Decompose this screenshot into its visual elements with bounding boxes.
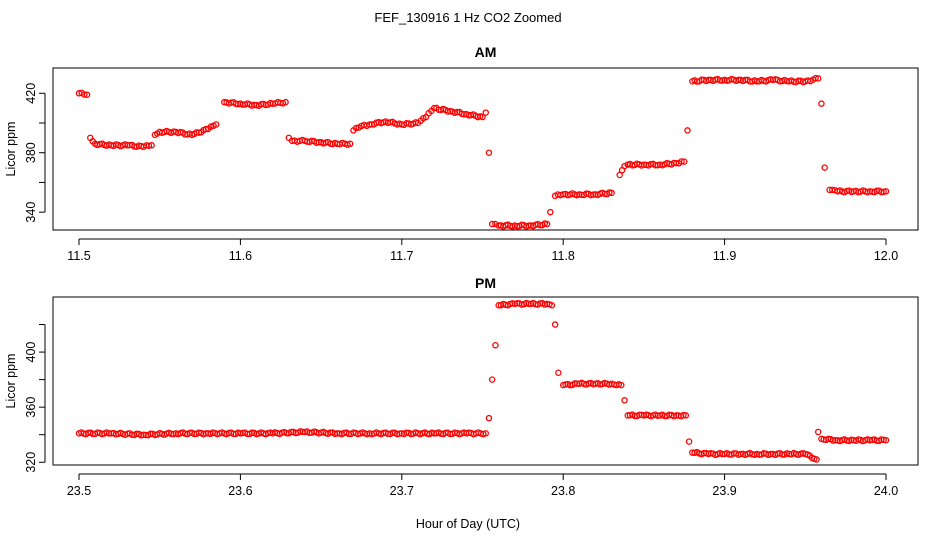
- x-tick-label: 11.6: [229, 249, 252, 263]
- data-point: [814, 428, 822, 436]
- data-point: [618, 381, 625, 389]
- data-point: [685, 438, 693, 445]
- chart-panel-am: AM Licor ppm 11.5 11.6 11.7 11.8 11.9 12.0 340 38…: [4, 44, 919, 263]
- y-tick-label: 400: [24, 342, 38, 363]
- y-tick-label: 380: [24, 142, 38, 163]
- x-tick-label: 23.7: [390, 484, 414, 498]
- data-point: [83, 91, 91, 99]
- x-tick-label: 11.9: [713, 249, 736, 263]
- y-tick-label: 360: [24, 397, 38, 418]
- data-point: [482, 109, 489, 116]
- data-point: [492, 220, 499, 228]
- x-tick-label: 11.5: [67, 249, 90, 263]
- panel-title: PM: [475, 275, 496, 291]
- chart-panel-pm: PM Licor ppm 23.5 23.6 23.7 23.8 23.9 24.0 320 36…: [4, 275, 919, 498]
- y-axis-label: Licor ppm: [4, 354, 18, 409]
- data-point: [621, 162, 628, 170]
- data-point: [551, 321, 559, 328]
- x-tick-label: 12.0: [874, 249, 898, 263]
- data-point: [555, 369, 562, 376]
- data-point: [148, 142, 155, 149]
- data-point: [479, 113, 486, 121]
- data-point: [543, 220, 551, 228]
- data-point: [282, 98, 289, 106]
- data-point: [485, 414, 493, 422]
- y-tick-label: 340: [24, 202, 38, 223]
- data-point: [488, 220, 496, 228]
- data-point: [285, 134, 293, 142]
- data-point: [202, 125, 210, 133]
- x-tick-label: 11.7: [390, 249, 413, 263]
- data-point: [621, 397, 628, 404]
- plot-frame: [52, 296, 919, 466]
- data-point: [548, 302, 556, 309]
- data-point: [81, 91, 88, 98]
- data-point: [547, 208, 554, 216]
- y-tick-label: 320: [24, 452, 38, 473]
- data-point: [678, 158, 685, 165]
- data-point: [488, 376, 496, 383]
- x-tick-label: 11.8: [551, 249, 574, 263]
- series-points: [75, 74, 890, 230]
- y-axis-label: Licor ppm: [4, 122, 18, 177]
- series-points: [75, 299, 890, 463]
- y-tick-label: 420: [24, 83, 38, 104]
- panel-title: AM: [475, 44, 497, 60]
- data-point: [812, 74, 819, 82]
- data-point: [492, 341, 499, 349]
- data-point: [882, 436, 890, 444]
- x-tick-label: 23.6: [228, 484, 252, 498]
- data-point: [882, 188, 890, 195]
- data-point: [485, 149, 493, 156]
- x-axis-label: Hour of Day (UTC): [416, 517, 520, 531]
- data-point: [680, 411, 687, 419]
- plot-frame: [52, 67, 919, 231]
- x-tick-label: 23.8: [551, 484, 575, 498]
- data-point: [212, 121, 220, 128]
- x-tick-label: 24.0: [874, 484, 898, 498]
- data-point: [814, 75, 822, 82]
- data-point: [818, 100, 825, 107]
- x-tick-label: 23.9: [712, 484, 736, 498]
- data-point: [821, 164, 828, 171]
- data-point: [681, 158, 688, 165]
- data-point: [682, 412, 690, 419]
- data-point: [616, 171, 623, 179]
- data-point: [145, 142, 153, 150]
- data-point: [813, 456, 820, 463]
- figure-title: FEF_130916 1 Hz CO2 Zoomed: [374, 10, 561, 25]
- data-point: [346, 140, 354, 148]
- data-point: [608, 189, 615, 197]
- data-point: [482, 430, 489, 437]
- data-point: [684, 127, 691, 134]
- x-tick-label: 23.5: [67, 484, 91, 498]
- data-point: [352, 124, 360, 132]
